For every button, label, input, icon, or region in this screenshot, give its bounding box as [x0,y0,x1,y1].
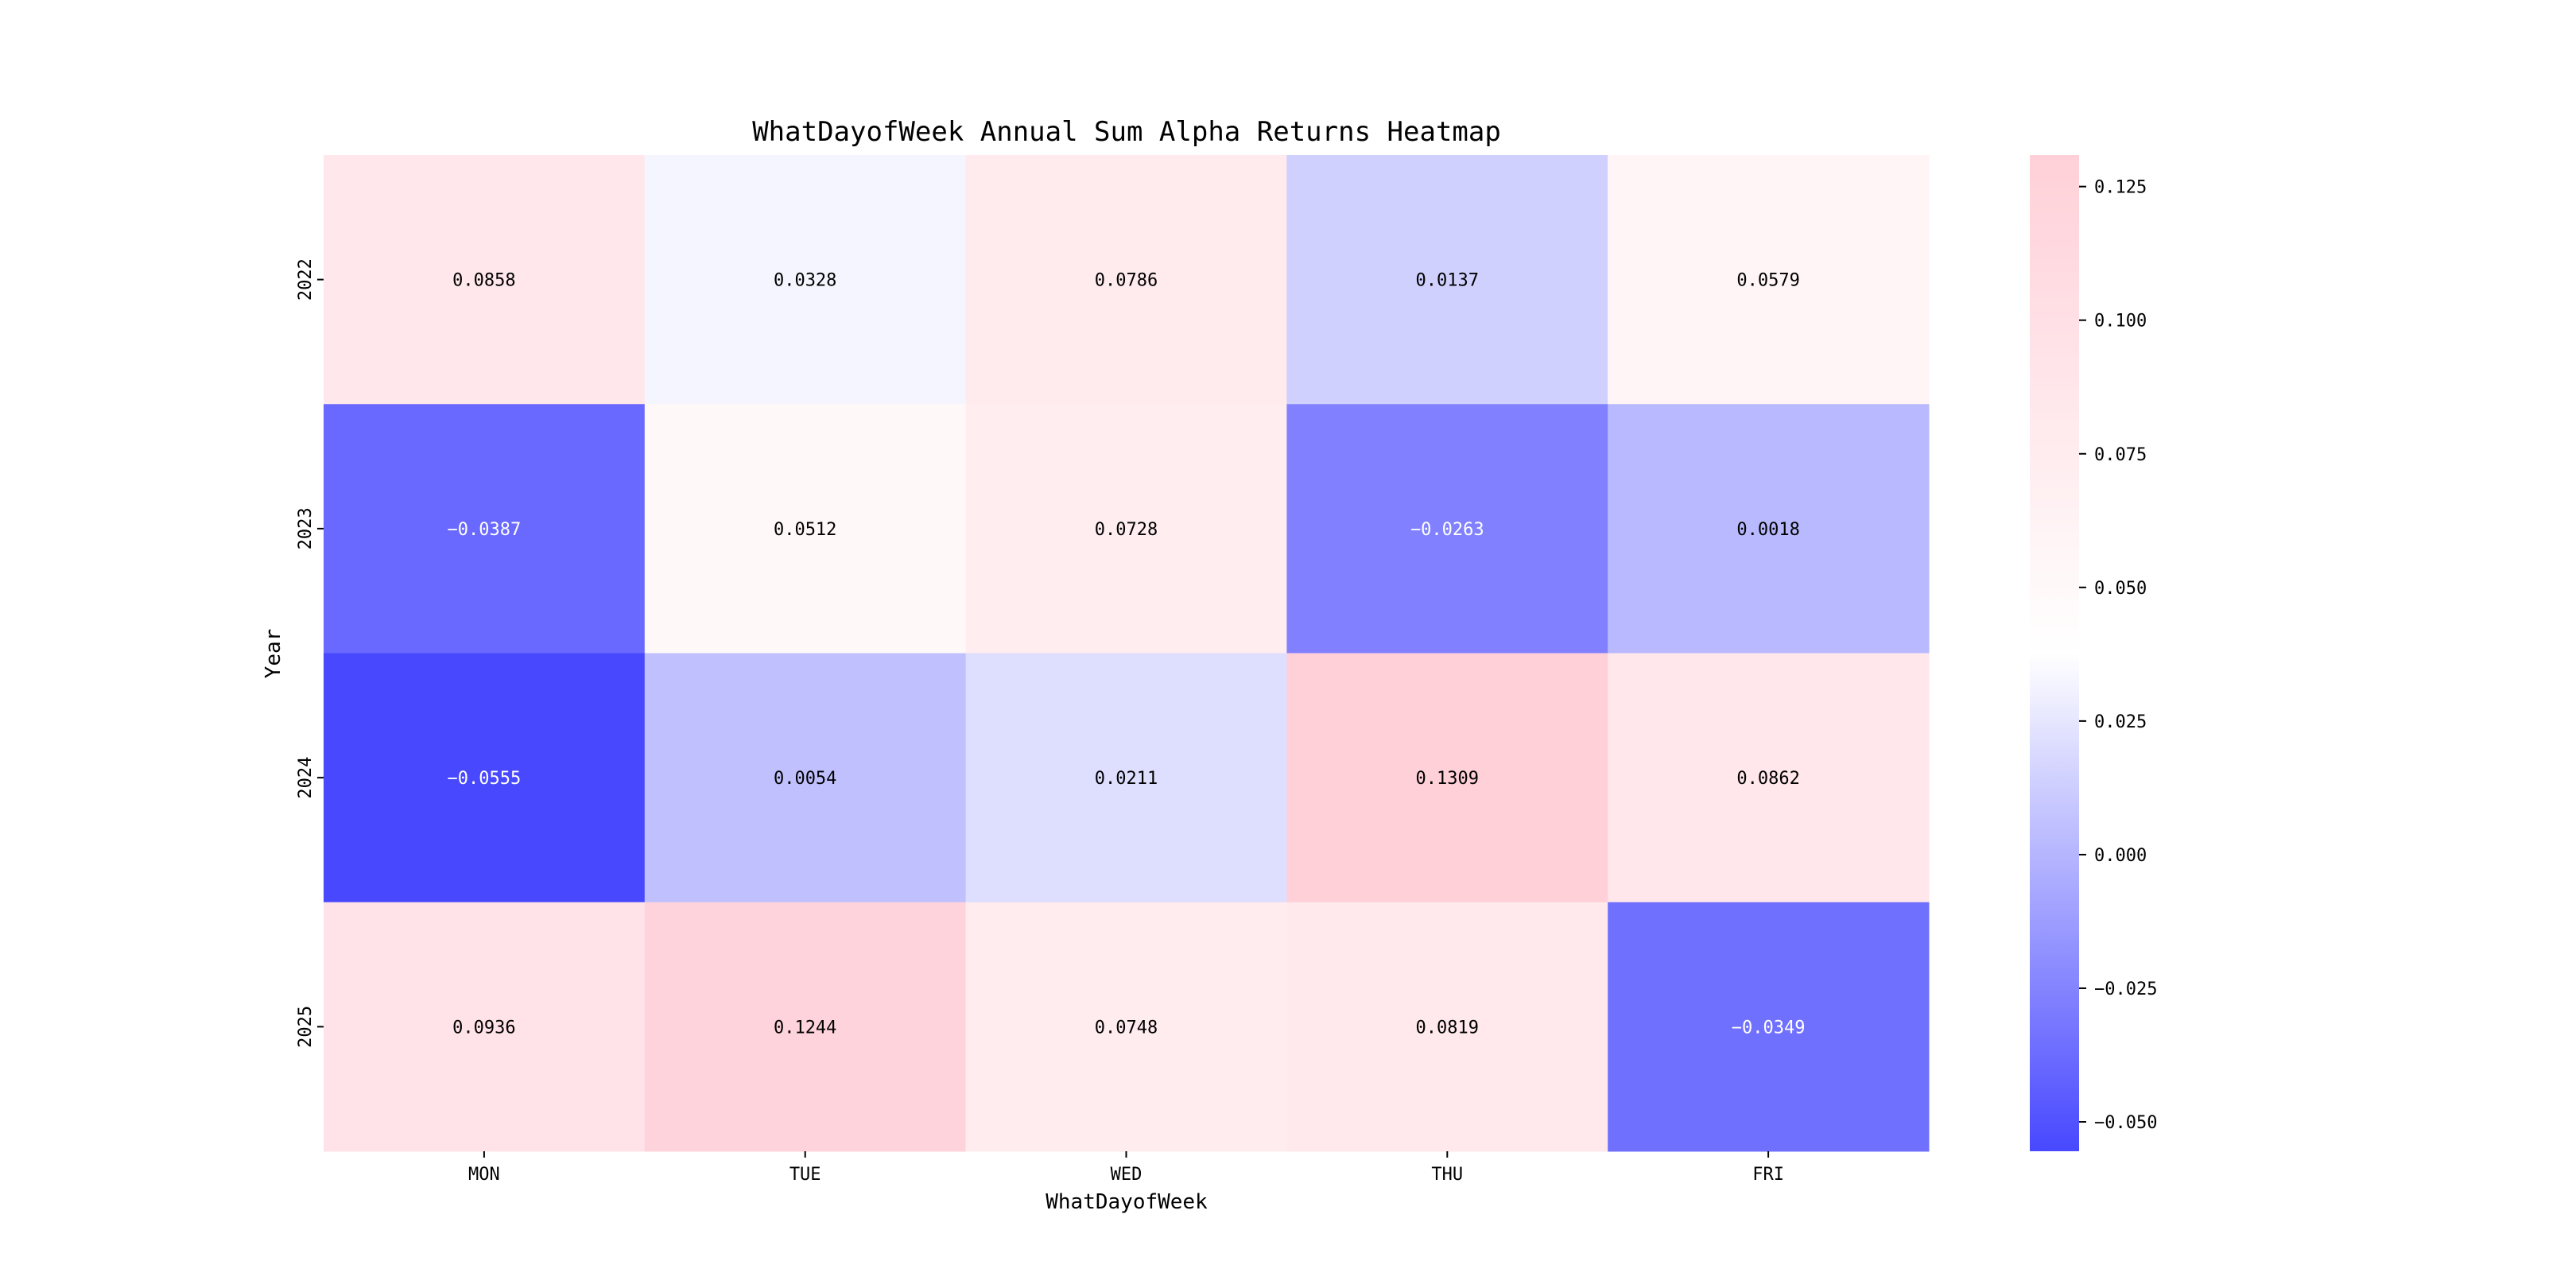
x-tick-label: WED [1111,1165,1143,1185]
heatmap-cell [1286,653,1608,903]
cell-value-label: −0.0555 [448,769,522,789]
y-tick-label: 2024 [296,757,316,799]
colorbar-tick-label: 0.050 [2094,579,2147,599]
x-axis-ticks: MON TUE WED THU FRI [468,1151,1784,1185]
heatmap-cell [1608,902,1930,1152]
heatmap-cell [644,155,967,405]
heatmap-cell [965,155,1287,405]
cell-value-label: −0.0387 [448,520,522,540]
x-tick-label: FRI [1752,1165,1784,1185]
colorbar [2030,155,2079,1151]
cell-value-label: 0.0137 [1416,271,1479,291]
heatmap-cell [644,653,967,903]
y-tick-label: 2023 [296,507,316,549]
colorbar-tick-label: 0.125 [2094,178,2147,198]
colorbar-tick-label: 0.000 [2094,846,2147,866]
heatmap-cell [1286,404,1608,654]
cell-value-label: 0.0748 [1095,1018,1158,1038]
heatmap-cell [324,902,646,1152]
heatmap-cell [324,155,646,405]
cell-value-label: 0.1244 [774,1018,836,1038]
heatmap-cell [644,404,967,654]
chart-title: WhatDayofWeek Annual Sum Alpha Returns H… [752,116,1501,148]
cell-value-label: 0.0936 [452,1018,515,1038]
cell-value-label: 0.0512 [774,520,836,540]
y-axis-label: Year [262,629,285,679]
colorbar-tick-label: 0.025 [2094,712,2147,732]
y-tick-label: 2025 [296,1006,316,1048]
cell-value-label: 0.1309 [1416,769,1479,789]
y-tick-label: 2022 [296,258,316,301]
cell-value-label: 0.0728 [1095,520,1158,540]
cell-value-label: 0.0786 [1095,271,1158,291]
colorbar-tick-label: 0.100 [2094,312,2147,332]
x-tick-label: TUE [789,1165,821,1185]
cell-value-label: 0.0819 [1416,1018,1479,1038]
cell-value-label: −0.0263 [1410,520,1484,540]
heatmap-cell [324,404,646,654]
heatmap-cell [965,653,1287,903]
x-tick-label: MON [468,1165,500,1185]
cell-value-label: 0.0862 [1736,769,1799,789]
cell-value-label: 0.0018 [1736,520,1799,540]
cell-value-label: 0.0328 [774,271,836,291]
colorbar-tick-label: 0.075 [2094,445,2147,465]
heatmap-cell [1286,155,1608,405]
heatmap-cell [324,653,646,903]
heatmap-cell [965,404,1287,654]
heatmap-cells: 0.0858 0.0328 0.0786 0.0137 0.0579 −0.0387 0.0… [324,155,1930,1152]
cell-value-label: 0.0858 [452,271,515,291]
colorbar-ticks: 0.125 0.100 0.075 0.050 0.025 0.000 −0.025 −0.0… [2079,178,2157,1133]
heatmap-cell [965,902,1287,1152]
colorbar-tick-label: −0.025 [2094,980,2157,999]
cell-value-label: 0.0211 [1095,769,1158,789]
cell-value-label: 0.0054 [774,769,836,789]
x-tick-label: THU [1431,1165,1463,1185]
x-axis-label: WhatDayofWeek [1046,1190,1208,1214]
heatmap-cell [644,902,967,1152]
heatmap-cell [1608,653,1930,903]
heatmap-cell [1608,404,1930,654]
colorbar-tick-label: −0.050 [2094,1113,2157,1133]
heatmap-cell [1608,155,1930,405]
cell-value-label: 0.0579 [1736,271,1799,291]
y-axis-ticks: 2022 2023 2024 2025 [296,258,324,1048]
cell-value-label: −0.0349 [1732,1018,1806,1038]
heatmap-cell [1286,902,1608,1152]
